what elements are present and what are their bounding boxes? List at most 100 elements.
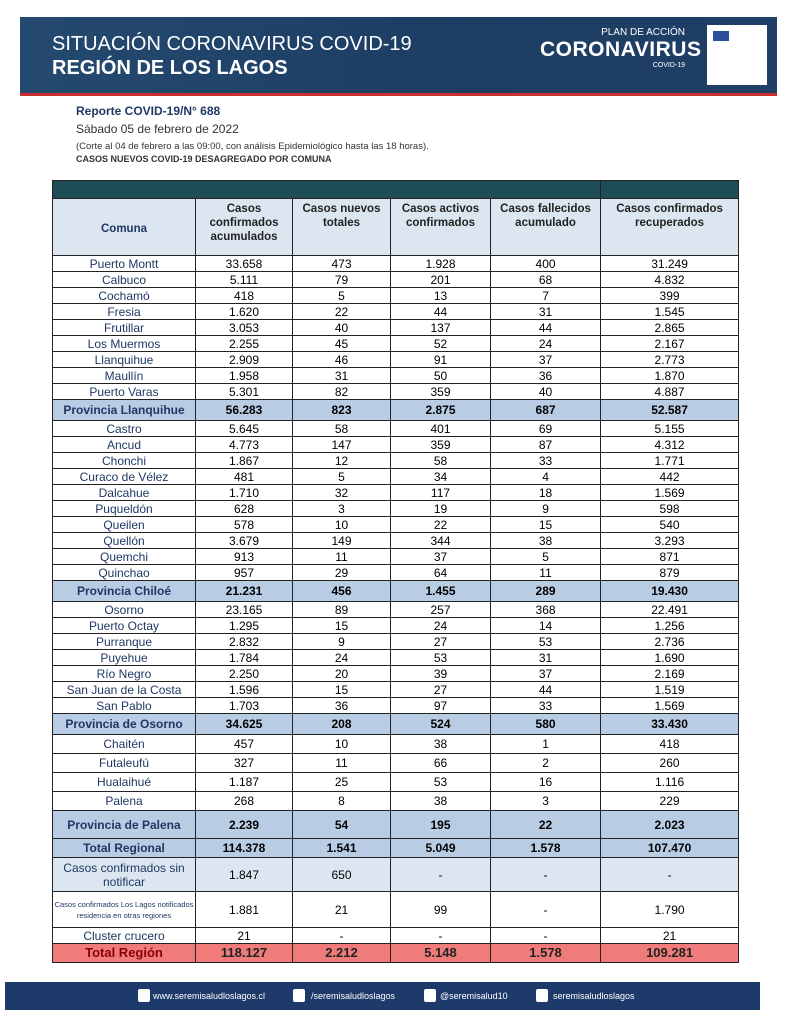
cell: 229 bbox=[600, 791, 740, 811]
cell: 21 bbox=[600, 927, 740, 944]
cell: 1.578 bbox=[489, 943, 602, 963]
summary-row: Casos confirmados sin notificar 1.847 650-… bbox=[52, 857, 740, 892]
cell: 400 bbox=[489, 255, 602, 272]
cell: 442 bbox=[600, 468, 740, 485]
cell: - bbox=[489, 857, 602, 892]
row-label: Palena bbox=[52, 791, 196, 811]
cell: 580 bbox=[489, 713, 602, 735]
cell: 15 bbox=[292, 617, 391, 634]
cell: 359 bbox=[390, 383, 491, 400]
row-label: San Juan de la Costa bbox=[52, 681, 196, 698]
header-subtitle: REGIÓN DE LOS LAGOS bbox=[52, 57, 288, 79]
cell: 99 bbox=[390, 891, 491, 928]
logo-big: CORONAVIRUS bbox=[540, 38, 702, 61]
column-header: Casos confirmados recuperados bbox=[600, 198, 740, 256]
row-label: Los Muermos bbox=[52, 335, 196, 352]
cell: 687 bbox=[489, 399, 602, 421]
cell: 1.187 bbox=[195, 772, 293, 792]
cell: 1.703 bbox=[195, 697, 293, 714]
comuna-row: Quemchi 913 11 37 5 871 bbox=[52, 548, 740, 565]
cell: 5.111 bbox=[195, 271, 293, 288]
report-info: Reporte COVID-19/N° 688 Sábado 05 de feb… bbox=[76, 104, 429, 164]
report-note: (Corte al 04 de febrero a las 09:00, con… bbox=[76, 141, 429, 152]
cell: 11 bbox=[292, 548, 391, 565]
row-label: Hualaihué bbox=[52, 772, 196, 792]
cell: 1.620 bbox=[195, 303, 293, 320]
cell: 34 bbox=[390, 468, 491, 485]
cell: 50 bbox=[390, 367, 491, 384]
footer-icon bbox=[138, 989, 150, 1002]
cell: 40 bbox=[292, 319, 391, 336]
cell: 19.430 bbox=[600, 580, 740, 602]
comuna-row: Cochamó 418 5 13 7 399 bbox=[52, 287, 740, 304]
cell: 66 bbox=[390, 753, 491, 773]
cell: 1.569 bbox=[600, 697, 740, 714]
cell: 38 bbox=[489, 532, 602, 549]
row-label: Provincia Llanquihue bbox=[52, 399, 196, 421]
cell: 524 bbox=[390, 713, 491, 735]
cell: 1.881 bbox=[195, 891, 293, 928]
cell: 91 bbox=[390, 351, 491, 368]
cell: 1 bbox=[489, 734, 602, 754]
footer-icon bbox=[424, 989, 436, 1002]
cell: 3 bbox=[489, 791, 602, 811]
row-label: Quinchao bbox=[52, 564, 196, 581]
cell: 8 bbox=[292, 791, 391, 811]
table-body: Comuna Casos confirmados acumulados Casos … bbox=[51, 180, 740, 963]
comuna-row: Chaitén 457 10 38 1 418 bbox=[52, 734, 740, 754]
cell: 456 bbox=[292, 580, 391, 602]
cell: 1.870 bbox=[600, 367, 740, 384]
cell: 5.155 bbox=[600, 420, 740, 437]
comuna-row: Maullín 1.958 31 50 36 1.870 bbox=[52, 367, 740, 384]
cell: 58 bbox=[390, 452, 491, 469]
comuna-row: Dalcahue 1.710 32 117 18 1.569 bbox=[52, 484, 740, 501]
comuna-row: Castro 5.645 58 401 69 5.155 bbox=[52, 420, 740, 437]
comuna-row: Purranque 2.832 9 27 53 2.736 bbox=[52, 633, 740, 650]
row-label: Casos confirmados sin notificar bbox=[52, 857, 196, 892]
cell: 20 bbox=[292, 665, 391, 682]
row-label: San Pablo bbox=[52, 697, 196, 714]
cell: 46 bbox=[292, 351, 391, 368]
row-label: Río Negro bbox=[52, 665, 196, 682]
cell: 5 bbox=[489, 548, 602, 565]
comuna-row: Puyehue 1.784 24 53 31 1.690 bbox=[52, 649, 740, 666]
cell: 137 bbox=[390, 319, 491, 336]
cell: 53 bbox=[390, 772, 491, 792]
comuna-row: Osorno 23.165 89 257 368 22.491 bbox=[52, 601, 740, 618]
province-total-row: Provincia Chiloé 21.231 456 1.455 289 19.430 bbox=[52, 580, 740, 602]
cell: 82 bbox=[292, 383, 391, 400]
cell: - bbox=[390, 857, 491, 892]
cell: 109.281 bbox=[600, 943, 740, 963]
cell: 2.255 bbox=[195, 335, 293, 352]
cell: 22.491 bbox=[600, 601, 740, 618]
row-label: Osorno bbox=[52, 601, 196, 618]
cell: 540 bbox=[600, 516, 740, 533]
row-label: Chaitén bbox=[52, 734, 196, 754]
header-title: SITUACIÓN CORONAVIRUS COVID-19 bbox=[52, 33, 412, 55]
cell: 68 bbox=[489, 271, 602, 288]
crest bbox=[707, 25, 767, 85]
cell: 5.049 bbox=[390, 838, 491, 858]
comuna-row: San Juan de la Costa 1.596 15 27 44 1.519 bbox=[52, 681, 740, 698]
header-row: Comuna Casos confirmados acumulados Casos … bbox=[52, 198, 740, 256]
summary-row: Total Regional 114.378 1.541 5.049 1.578 107.… bbox=[52, 838, 740, 858]
comuna-row: Puqueldón 628 3 19 9 598 bbox=[52, 500, 740, 517]
cell: 2.167 bbox=[600, 335, 740, 352]
comuna-row: Ancud 4.773 147 359 87 4.312 bbox=[52, 436, 740, 453]
cell: 16 bbox=[489, 772, 602, 792]
cell: 21.231 bbox=[195, 580, 293, 602]
cell: 2.169 bbox=[600, 665, 740, 682]
footer: www.seremisaludloslagos.cl/seremisaludlo… bbox=[5, 982, 760, 1010]
cell: 2.865 bbox=[600, 319, 740, 336]
row-label: Puerto Montt bbox=[52, 255, 196, 272]
cell: 3.679 bbox=[195, 532, 293, 549]
cell: 53 bbox=[489, 633, 602, 650]
row-label: Queilen bbox=[52, 516, 196, 533]
cell: 37 bbox=[489, 351, 602, 368]
column-header: Comuna bbox=[52, 198, 196, 256]
cell: 9 bbox=[292, 633, 391, 650]
cell: 4.773 bbox=[195, 436, 293, 453]
comuna-row: Curaco de Vélez 481 5 34 4 442 bbox=[52, 468, 740, 485]
cell: 598 bbox=[600, 500, 740, 517]
cell: 40 bbox=[489, 383, 602, 400]
